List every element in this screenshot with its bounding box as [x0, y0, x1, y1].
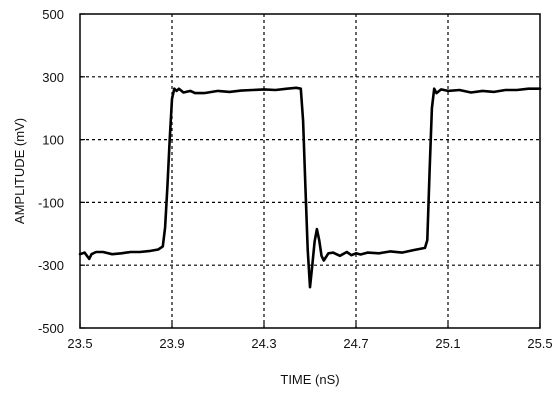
grid-lines [80, 14, 540, 328]
y-tick-labels: 500 300 100 -100 -300 -500 [38, 7, 64, 336]
y-tick-label: 500 [42, 7, 64, 22]
x-tick-label: 25.5 [527, 336, 552, 351]
tick-marks [79, 13, 541, 329]
y-tick-label: 100 [42, 133, 64, 148]
plot-frame [79, 13, 541, 329]
y-tick-label: 300 [42, 70, 64, 85]
x-tick-label: 24.7 [343, 336, 368, 351]
x-tick-labels: 23.5 23.9 24.3 24.7 25.1 25.5 [67, 336, 552, 351]
x-tick-label: 24.3 [251, 336, 276, 351]
x-tick-label: 23.5 [67, 336, 92, 351]
y-tick-label: -300 [38, 258, 64, 273]
y-tick-label: -100 [38, 195, 64, 210]
x-tick-label: 25.1 [435, 336, 460, 351]
y-axis-title: AMPLITUDE (mV) [12, 118, 27, 224]
x-tick-label: 23.9 [159, 336, 184, 351]
series-trace-line [78, 86, 542, 289]
x-axis-title: TIME (nS) [280, 372, 339, 387]
y-tick-label: -500 [38, 321, 64, 336]
